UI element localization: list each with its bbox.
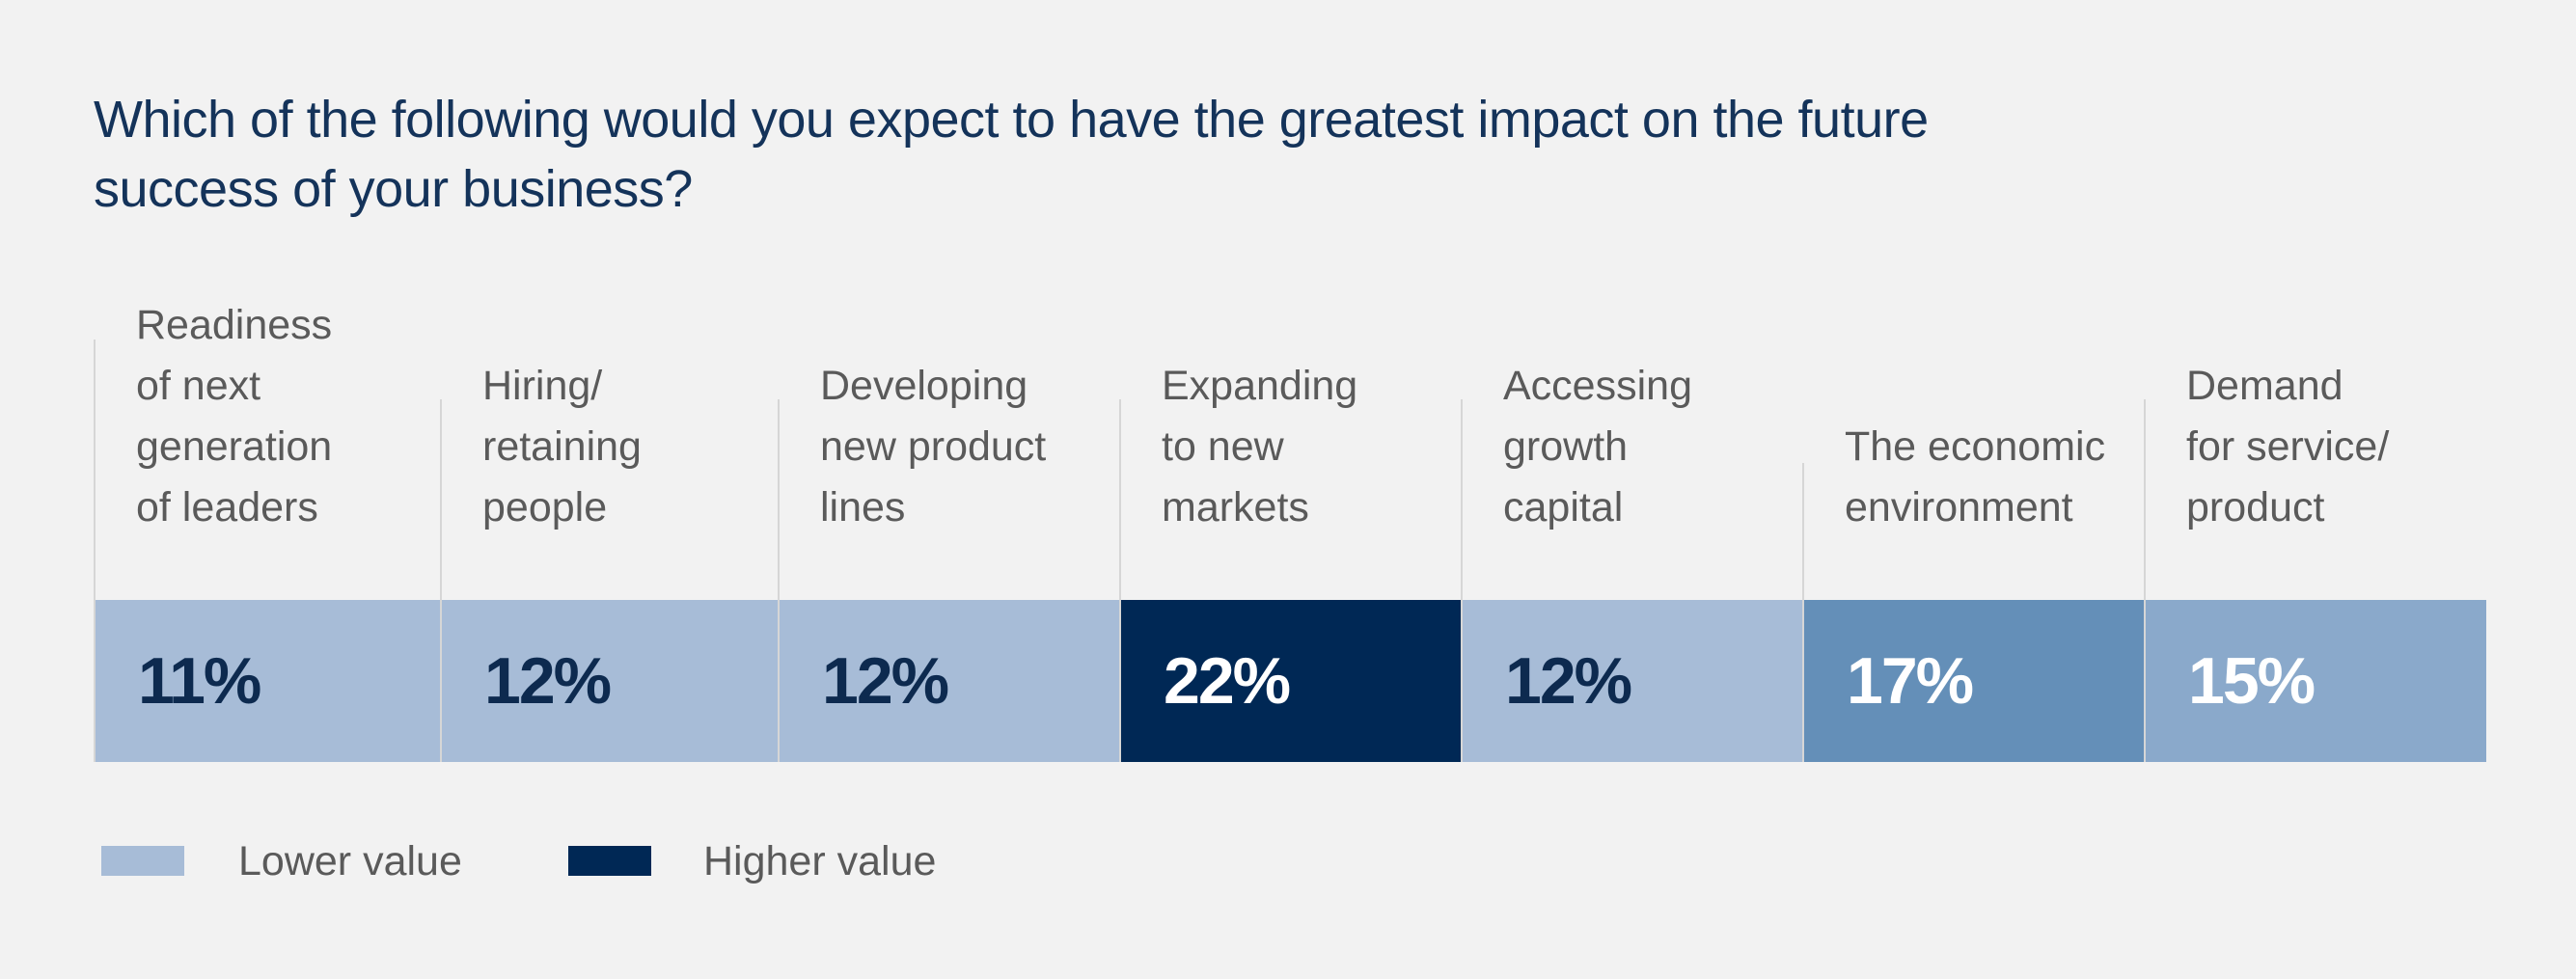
value-label: 22%: [1164, 644, 1291, 718]
heatmap-cell: 11%: [94, 600, 440, 762]
heatmap-cell: 12%: [440, 600, 778, 762]
category-label: Demand for service/ product: [2186, 363, 2390, 530]
column-divider: [1802, 463, 1804, 600]
value-label: 12%: [822, 644, 949, 718]
value-label: 17%: [1847, 644, 1974, 718]
category-column: Developing new product lines 12%: [778, 0, 1119, 762]
category-column: Expanding to new markets 22%: [1119, 0, 1461, 762]
value-label: 15%: [2188, 644, 2316, 718]
category-column: Demand for service/ product 15%: [2144, 0, 2486, 762]
category-column: Readiness of next generation of leaders 1…: [94, 0, 440, 762]
value-label: 12%: [1505, 644, 1632, 718]
heatmap-cell: 12%: [778, 600, 1119, 762]
category-column: The economic environment 17%: [1802, 0, 2144, 762]
legend-label-higher: Higher value: [703, 838, 937, 884]
category-label: The economic environment: [1845, 423, 2106, 530]
heatmap-cell: 17%: [1802, 600, 2144, 762]
legend-swatch-lower: [101, 846, 184, 876]
category-column: Accessing growth capital 12%: [1461, 0, 1802, 762]
legend-label-lower: Lower value: [238, 838, 462, 884]
legend-swatch-higher: [568, 846, 651, 876]
heatmap-cell: 22%: [1119, 600, 1461, 762]
column-divider: [1119, 399, 1121, 600]
heatmap-cell: 12%: [1461, 600, 1802, 762]
category-label: Hiring/ retaining people: [482, 363, 642, 530]
heatmap-cell: 15%: [2144, 600, 2486, 762]
column-divider: [778, 399, 780, 600]
category-label: Accessing growth capital: [1503, 363, 1692, 530]
column-divider: [94, 340, 96, 600]
category-label: Developing new product lines: [820, 363, 1047, 530]
chart-title: Which of the following would you expect …: [94, 91, 1929, 218]
column-divider: [440, 399, 442, 600]
column-divider: [2144, 399, 2146, 600]
value-label: 12%: [484, 644, 612, 718]
value-label: 11%: [138, 644, 261, 718]
column-divider: [1461, 399, 1463, 600]
category-column: Hiring/ retaining people 12%: [440, 0, 778, 762]
category-label: Expanding to new markets: [1162, 363, 1358, 530]
category-label: Readiness of next generation of leaders: [136, 302, 333, 530]
